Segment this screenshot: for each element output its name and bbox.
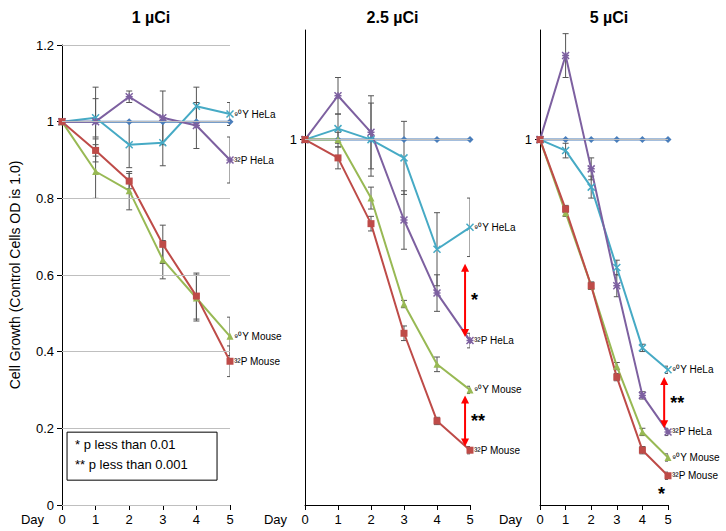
svg-text:³²P Mouse: ³²P Mouse <box>234 356 280 367</box>
svg-text:4: 4 <box>193 512 200 527</box>
svg-text:0: 0 <box>536 512 543 527</box>
svg-text:0: 0 <box>47 498 54 513</box>
svg-text:⁹⁰Y HeLa: ⁹⁰Y HeLa <box>474 222 516 233</box>
svg-text:0.2: 0.2 <box>36 421 54 436</box>
svg-text:³²P Mouse: ³²P Mouse <box>474 445 520 456</box>
svg-text:3: 3 <box>613 512 620 527</box>
svg-text:3: 3 <box>159 512 166 527</box>
svg-text:0: 0 <box>301 512 308 527</box>
svg-text:1: 1 <box>47 114 54 129</box>
svg-text:1: 1 <box>92 512 99 527</box>
svg-text:⁹⁰Y Mouse: ⁹⁰Y Mouse <box>672 452 720 463</box>
svg-text:Day: Day <box>264 512 288 527</box>
svg-text:5: 5 <box>226 512 233 527</box>
svg-text:**: ** <box>471 411 485 431</box>
svg-text:3: 3 <box>400 512 407 527</box>
svg-text:⁹⁰Y Mouse: ⁹⁰Y Mouse <box>474 384 522 395</box>
svg-text:³²P HeLa: ³²P HeLa <box>234 155 274 166</box>
svg-text:5 µCi: 5 µCi <box>590 9 629 26</box>
svg-text:Cell Growth (Control Cells OD: Cell Growth (Control Cells OD is 1.0) <box>7 161 23 390</box>
svg-text:2.5 µCi: 2.5 µCi <box>367 9 419 26</box>
svg-text:⁹⁰Y Mouse: ⁹⁰Y Mouse <box>234 331 282 342</box>
svg-text:Day: Day <box>499 512 523 527</box>
svg-text:2: 2 <box>367 512 374 527</box>
svg-text:1: 1 <box>525 132 532 147</box>
svg-text:2: 2 <box>588 512 595 527</box>
svg-text:³²P Mouse: ³²P Mouse <box>672 470 718 481</box>
svg-text:*: * <box>471 290 478 310</box>
svg-text:1 µCi: 1 µCi <box>132 9 171 26</box>
svg-text:0.8: 0.8 <box>36 191 54 206</box>
svg-text:*: * <box>658 484 665 504</box>
svg-text:0.4: 0.4 <box>36 344 54 359</box>
svg-text:1: 1 <box>290 132 297 147</box>
svg-text:1: 1 <box>562 512 569 527</box>
svg-text:0: 0 <box>58 512 65 527</box>
svg-text:⁹⁰Y HeLa: ⁹⁰Y HeLa <box>234 109 276 120</box>
svg-text:Day: Day <box>21 512 45 527</box>
svg-text:1: 1 <box>334 512 341 527</box>
svg-text:2: 2 <box>126 512 133 527</box>
svg-text:³²P HeLa: ³²P HeLa <box>672 426 712 437</box>
svg-text:0.6: 0.6 <box>36 268 54 283</box>
svg-text:5: 5 <box>466 512 473 527</box>
svg-text:** p less than 0.001: ** p less than 0.001 <box>75 457 188 472</box>
svg-text:4: 4 <box>433 512 440 527</box>
svg-text:* p less than 0.01: * p less than 0.01 <box>75 437 175 452</box>
svg-text:5: 5 <box>664 512 671 527</box>
svg-text:⁹⁰Y HeLa: ⁹⁰Y HeLa <box>672 364 714 375</box>
svg-text:**: ** <box>670 393 684 413</box>
svg-text:1.2: 1.2 <box>36 38 54 53</box>
svg-text:³²P HeLa: ³²P HeLa <box>474 335 514 346</box>
svg-text:4: 4 <box>639 512 646 527</box>
